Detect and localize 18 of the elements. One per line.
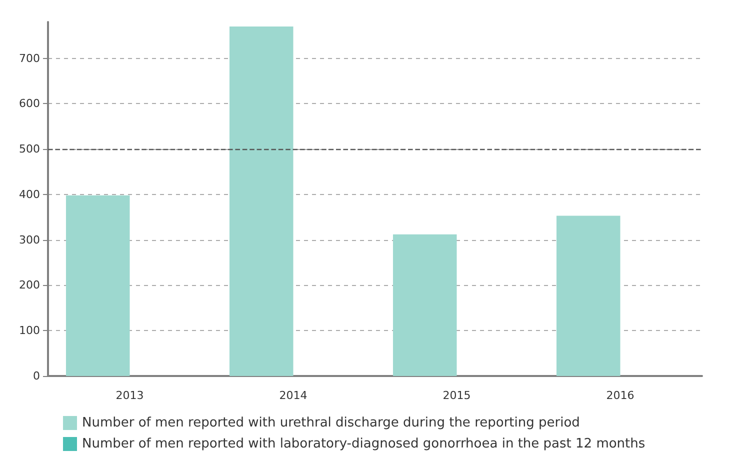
y-tick-label: 200 (19, 278, 40, 292)
x-tick-label: 2013 (116, 389, 144, 402)
y-tick-label: 700 (19, 52, 40, 65)
y-tick-label: 0 (33, 370, 40, 382)
bar (229, 26, 294, 376)
legend-label: Number of men reported with laboratory-diagnosed gonorrhoea in the past 12 months (82, 436, 646, 452)
y-tick-label: 600 (19, 97, 40, 110)
bar (392, 234, 457, 376)
y-tick-label: 500 (19, 142, 40, 156)
y-tick-label: 100 (19, 324, 40, 338)
x-tick-label: 2014 (279, 389, 308, 402)
bar (556, 216, 620, 376)
bar (66, 195, 130, 376)
y-tick-label: 400 (19, 188, 40, 201)
x-tick-label: 2015 (442, 389, 471, 402)
x-tick-label: 2016 (606, 389, 634, 402)
legend-label: Number of men reported with urethral discharge during the reporting period (82, 416, 580, 430)
y-tick-label: 300 (19, 233, 40, 246)
